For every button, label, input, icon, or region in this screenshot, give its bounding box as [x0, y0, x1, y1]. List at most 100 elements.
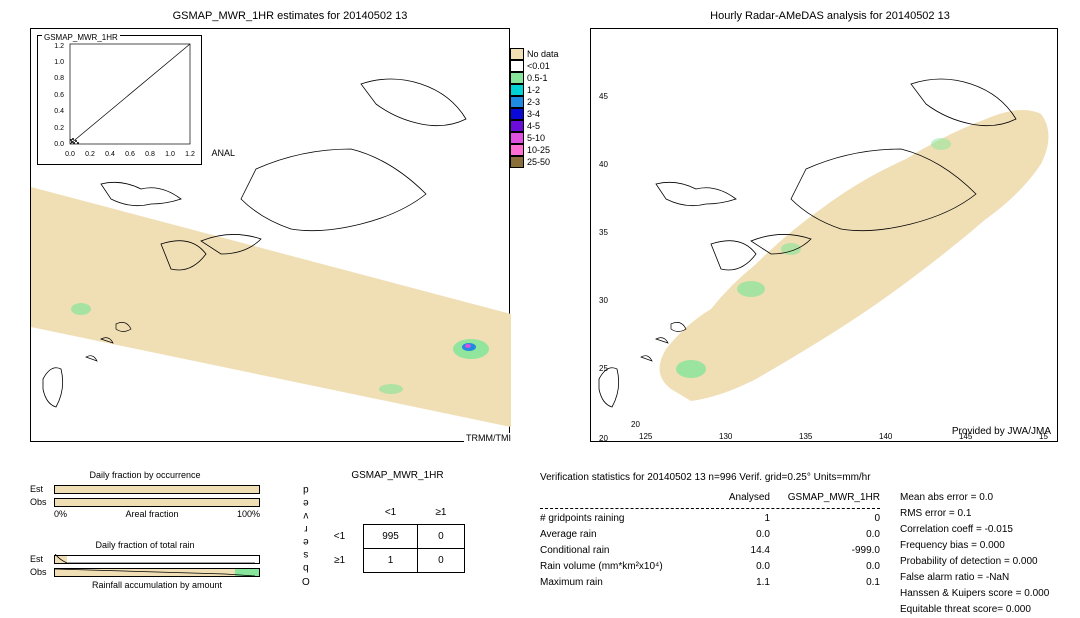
coast-taiwan [43, 368, 63, 407]
svg-text:0.2: 0.2 [54, 125, 64, 132]
svg-text:0.8: 0.8 [145, 151, 155, 158]
colorbar-swatch [510, 96, 524, 108]
cont-col2: ≥1 [417, 501, 464, 525]
occ-obs-label: Obs [30, 497, 50, 507]
colorbar-swatch [510, 120, 524, 132]
metric-line: Hanssen & Kuipers score = 0.000 [900, 586, 1070, 602]
colorbar-label: 1-2 [527, 85, 540, 95]
svg-text:135: 135 [799, 432, 813, 441]
stats-row: Maximum rain1.10.1 [540, 575, 880, 591]
svg-text:20: 20 [599, 434, 608, 443]
svg-text:20: 20 [631, 420, 640, 429]
stats-row: Rain volume (mm*km²x10⁴)0.00.0 [540, 559, 880, 575]
stats-row: Average rain0.00.0 [540, 527, 880, 543]
colorbar-swatch [510, 108, 524, 120]
cont-c22: 0 [417, 549, 464, 573]
right-credit: Provided by JWA/JMA [952, 426, 1051, 437]
stats-row: Conditional rain14.4-999.0 [540, 543, 880, 559]
verification-panel: Verification statistics for 20140502 13 … [540, 470, 1070, 618]
cont-c21: 1 [364, 549, 418, 573]
svg-text:0.6: 0.6 [54, 92, 64, 99]
cont-header: GSMAP_MWR_1HR [330, 470, 465, 481]
svg-text:130: 130 [719, 432, 733, 441]
cont-col1: <1 [364, 501, 418, 525]
svg-text:0.0: 0.0 [65, 151, 75, 158]
svg-text:1.2: 1.2 [54, 43, 64, 50]
inset-svg: 0.0 0.2 0.4 0.6 0.8 1.0 1.2 0.0 0.2 0.4 … [38, 36, 203, 166]
cont-row2: ≥1 [316, 549, 364, 573]
r-coast-korea [656, 182, 736, 205]
colorbar-swatch [510, 156, 524, 168]
inset-title: GSMAP_MWR_1HR [42, 33, 120, 42]
tr-est-label: Est [30, 554, 50, 564]
colorbar-label: 3-4 [527, 109, 540, 119]
occ-est-bar [54, 485, 260, 494]
left-map-frame: GSMAP_MWR_1HR 0.0 0.2 0.4 0.6 0.8 1.0 1.… [30, 28, 510, 442]
colorbar-swatch [510, 84, 524, 96]
contingency-panel: GSMAP_MWR_1HR Observed <1≥1 <1 995 0 ≥1 … [300, 470, 465, 587]
stats-col2: GSMAP_MWR_1HR [770, 490, 880, 506]
stats-col1: Analysed [710, 490, 770, 506]
svg-text:0.4: 0.4 [105, 151, 115, 158]
metric-line: Mean abs error = 0.0 [900, 490, 1070, 506]
colorbar-swatch [510, 48, 524, 60]
contingency-table: <1≥1 <1 995 0 ≥1 1 0 [316, 501, 465, 573]
svg-text:0.2: 0.2 [85, 151, 95, 158]
colorbar: No data<0.010.5-11-22-33-44-55-1010-2525… [510, 48, 570, 168]
coast-korea [101, 182, 181, 205]
cont-row1: <1 [316, 525, 364, 549]
right-map-svg: 20 45 40 35 30 25 125 130 135 140 145 15… [591, 29, 1059, 443]
svg-text:0.0: 0.0 [54, 141, 64, 148]
metric-line: Equitable threat score= 0.000 [900, 602, 1070, 618]
left-map-panel: GSMAP_MWR_1HR estimates for 20140502 13 … [20, 10, 540, 450]
rain-patch-4 [71, 303, 91, 315]
metric-line: Probability of detection = 0.000 [900, 554, 1070, 570]
colorbar-label: 4-5 [527, 121, 540, 131]
svg-text:125: 125 [639, 432, 653, 441]
dash-line [540, 508, 880, 509]
cont-c12: 0 [417, 525, 464, 549]
occurrence-panel: Daily fraction by occurrence Est Obs 0% … [30, 470, 260, 519]
metric-line: False alarm ratio = -NaN [900, 570, 1070, 586]
tr-obs-bar [54, 568, 260, 577]
totalrain-panel: Daily fraction of total rain Est Obs Rai… [30, 540, 260, 590]
svg-text:1.2: 1.2 [185, 151, 195, 158]
metric-line: Frequency bias = 0.000 [900, 538, 1070, 554]
occurrence-title: Daily fraction by occurrence [30, 470, 260, 480]
r-coast-taiwan [599, 368, 619, 407]
colorbar-label: 5-10 [527, 133, 545, 143]
ra-rain-2 [737, 281, 765, 297]
tr-est-curve [55, 554, 259, 567]
rain-patch-3 [465, 344, 471, 348]
colorbar-swatch [510, 144, 524, 156]
colorbar-label: 0.5-1 [527, 73, 548, 83]
inset-xlabel: ANAL [211, 148, 235, 158]
right-map-frame: 20 45 40 35 30 25 125 130 135 140 145 15… [590, 28, 1058, 442]
coast-hokkaido [361, 79, 466, 126]
left-map-title: GSMAP_MWR_1HR estimates for 20140502 13 [120, 10, 460, 22]
svg-text:1.0: 1.0 [165, 151, 175, 158]
rain-patch-5 [379, 384, 403, 394]
metric-line: RMS error = 0.1 [900, 506, 1070, 522]
sensor-label: TRMM/TMI [464, 433, 513, 443]
totalrain-title: Daily fraction of total rain [30, 540, 260, 550]
svg-text:30: 30 [599, 296, 608, 305]
svg-text:45: 45 [599, 92, 608, 101]
svg-text:0.4: 0.4 [54, 108, 64, 115]
svg-text:0.8: 0.8 [54, 75, 64, 82]
inset-scatter: GSMAP_MWR_1HR 0.0 0.2 0.4 0.6 0.8 1.0 1.… [37, 35, 202, 165]
occ-x0: 0% [54, 509, 67, 519]
occ-x1: 100% [237, 509, 260, 519]
occ-xmid: Areal fraction [125, 509, 178, 519]
swath-band [31, 187, 511, 427]
right-map-panel: Hourly Radar-AMeDAS analysis for 2014050… [580, 10, 1070, 450]
colorbar-swatch [510, 60, 524, 72]
colorbar-swatch [510, 132, 524, 144]
ra-rain-1 [676, 360, 706, 378]
svg-text:140: 140 [879, 432, 893, 441]
cont-c11: 995 [364, 525, 418, 549]
cont-side: Observed [300, 487, 310, 587]
stats-row: # gridpoints raining10 [540, 511, 880, 527]
r-coast-kyushu [711, 241, 756, 270]
colorbar-label: No data [527, 49, 559, 59]
